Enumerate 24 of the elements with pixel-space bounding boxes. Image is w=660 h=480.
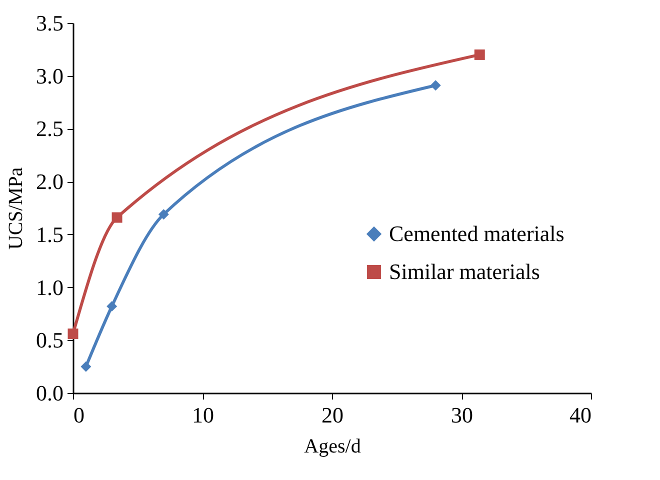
x-tick-label: 10 — [192, 402, 214, 428]
x-tick-label: 30 — [451, 402, 473, 428]
y-tick-label: 0.5 — [36, 328, 64, 353]
y-tick-label: 1.5 — [36, 222, 64, 247]
point — [430, 80, 441, 91]
legend-label: Similar materials — [389, 259, 540, 284]
point — [80, 361, 92, 372]
y-tick-label: 3.0 — [36, 63, 64, 88]
point — [112, 212, 122, 223]
legend-label: Cemented materials — [389, 221, 564, 246]
x-tick-label: 40 — [570, 402, 592, 428]
point — [158, 209, 169, 220]
y-tick-label: 1.0 — [36, 274, 64, 300]
point — [474, 49, 485, 60]
y-axis-title: UCS/MPa — [5, 167, 27, 250]
point — [106, 301, 118, 312]
y-tick-label: 2.0 — [36, 169, 64, 194]
x-tick-label: 20 — [322, 402, 344, 428]
y-tick-label: 2.5 — [36, 116, 64, 142]
x-tick-label: 0 — [74, 402, 84, 428]
point — [68, 328, 78, 340]
y-tick-label: 3.5 — [36, 10, 64, 36]
y-tick-label: 0.0 — [36, 380, 64, 406]
x-axis-title: Ages/d — [304, 436, 361, 458]
